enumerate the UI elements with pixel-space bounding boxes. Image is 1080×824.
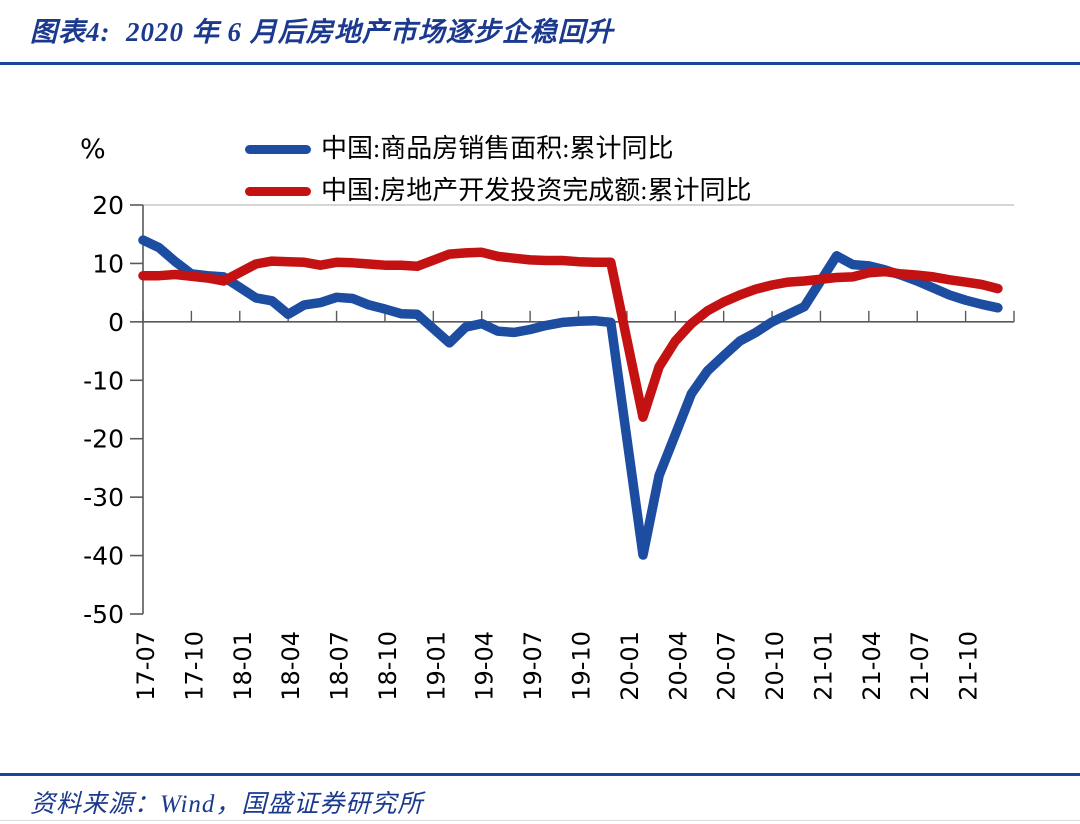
x-tick-label: 19-04 [471,631,499,701]
footer-divider [0,773,1080,776]
y-tick-label: 20 [92,191,124,220]
series-line-sales-area [138,235,1003,560]
figure-title: 图表4: 2020 年 6 月后房地产市场逐步企稳回升 [30,17,614,47]
legend-item-sales-area: 中国:商品房销售面积:累计同比 [245,128,751,170]
x-tick-label: 21-01 [809,631,837,701]
x-tick-label: 20-01 [616,631,644,701]
legend-label-investment: 中国:房地产开发投资完成额:累计同比 [321,176,752,205]
x-tick-label: 18-04 [277,631,305,701]
x-tick-label: 19-10 [568,631,596,701]
legend-label-sales-area: 中国:商品房销售面积:累计同比 [321,134,674,163]
x-tick-label: 20-10 [761,631,789,701]
series-line-investment [138,247,1003,422]
chart-legend: 中国:商品房销售面积:累计同比 中国:房地产开发投资完成额:累计同比 [245,128,751,212]
legend-line-swatch-red [245,186,311,196]
y-axis-unit-label: % [80,134,106,165]
y-tick-label: 0 [108,308,124,337]
title-divider [0,62,1080,65]
x-tick-label: 17-10 [180,631,208,701]
x-tick-label: 19-07 [519,631,547,701]
x-tick-label: 21-04 [858,631,886,701]
y-tick-label: -30 [83,483,124,512]
x-tick-label: 21-07 [906,631,934,701]
x-tick-label: 21-10 [955,631,983,701]
x-tick-label: 18-10 [374,631,402,701]
page-edge-line [0,820,1080,821]
legend-line-swatch-blue [245,144,311,154]
x-tick-label: 18-01 [229,631,257,701]
x-tick-label: 18-07 [326,631,354,701]
x-tick-label: 19-01 [422,631,450,701]
source-note: 资料来源：Wind，国盛证券研究所 [30,791,424,818]
y-tick-label: -50 [83,600,124,629]
y-axis: 20 10 0 -10 -20 -30 -40 -50 [83,191,144,629]
legend-item-investment: 中国:房地产开发投资完成额:累计同比 [245,170,751,212]
y-tick-label: -10 [83,366,124,395]
x-axis: 17-07 17-10 18-01 18-04 18-07 18-10 19-01 19-04… [132,310,1015,701]
x-tick-label: 17-07 [132,631,160,701]
y-tick-label: -20 [83,425,124,454]
x-tick-label: 20-07 [713,631,741,701]
x-tick-label: 20-04 [664,631,692,701]
y-tick-label: -40 [83,542,124,571]
y-tick-label: 10 [92,249,124,278]
